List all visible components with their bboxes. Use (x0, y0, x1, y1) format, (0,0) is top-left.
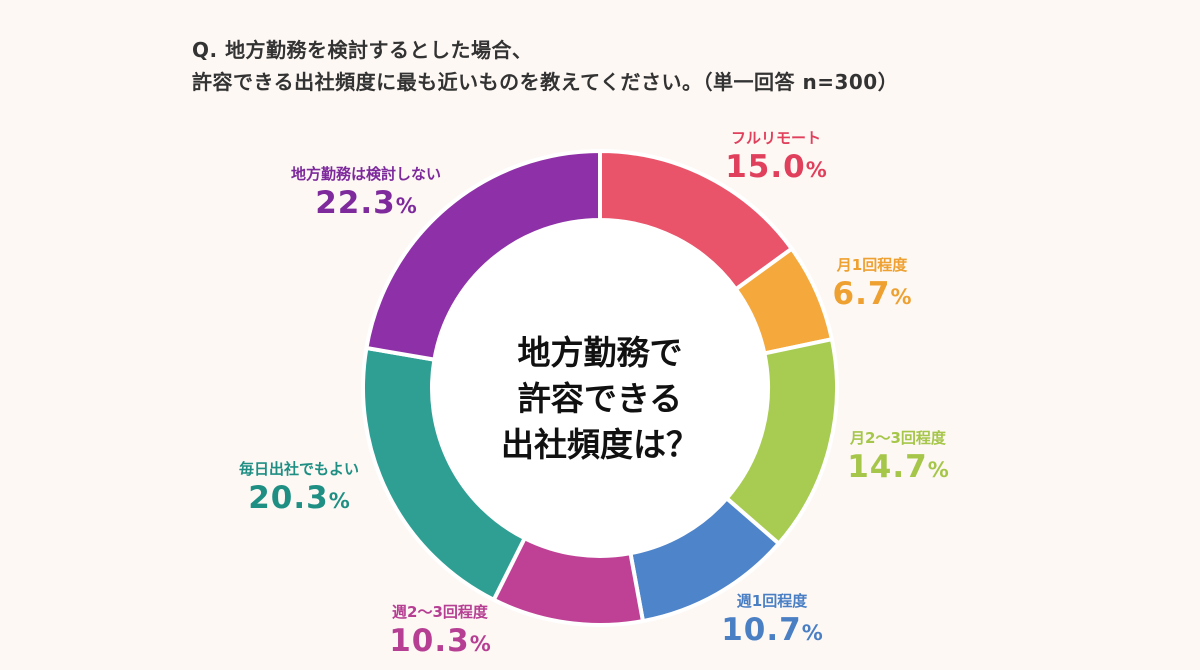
slice-value: 10.7 (721, 612, 802, 648)
slice-name: 週2～3回程度 (392, 603, 488, 621)
slice-value: 15.0 (725, 149, 806, 185)
slice-value: 14.7 (847, 449, 928, 485)
slice-name: 月1回程度 (836, 256, 908, 274)
slice-name: 月2～3回程度 (850, 429, 946, 447)
center-text: 地方勤務で 許容できる 出社頻度は？ (501, 330, 699, 468)
label-not-considering: 地方勤務は検討しない 22.3% (290, 165, 442, 221)
slice-name: フルリモート (730, 129, 822, 147)
label-daily: 毎日出社でもよい 20.3% (238, 460, 360, 516)
question-text: Q. 地方勤務を検討するとした場合、 許容できる出社頻度に最も近いものを教えてく… (192, 34, 898, 98)
slice-name: 週1回程度 (736, 592, 808, 610)
center-line-1: 地方勤務で (517, 333, 683, 372)
center-line-2: 許容できる (517, 379, 683, 418)
slice-value: 22.3 (315, 185, 396, 221)
label-weekly-1: 週1回程度 10.7% (721, 592, 823, 648)
label-weekly-2-3: 週2～3回程度 10.3% (389, 603, 491, 659)
label-monthly-2-3: 月2～3回程度 14.7% (847, 429, 949, 485)
slice-name: 毎日出社でもよい (238, 460, 360, 478)
label-full-remote: フルリモート 15.0% (725, 129, 827, 185)
slice-name: 地方勤務は検討しない (290, 165, 442, 183)
label-monthly-1: 月1回程度 6.7% (832, 256, 912, 312)
slice-value: 6.7 (832, 276, 891, 312)
question-line-2: 許容できる出社頻度に最も近いものを教えてください。（単一回答 n=300） (192, 70, 899, 94)
donut-hole (432, 220, 768, 556)
slice-value: 20.3 (248, 480, 329, 516)
question-line-1: Q. 地方勤務を検討するとした場合、 (192, 38, 533, 62)
center-line-3: 出社頻度は？ (501, 425, 699, 464)
slice-value: 10.3 (389, 623, 470, 659)
